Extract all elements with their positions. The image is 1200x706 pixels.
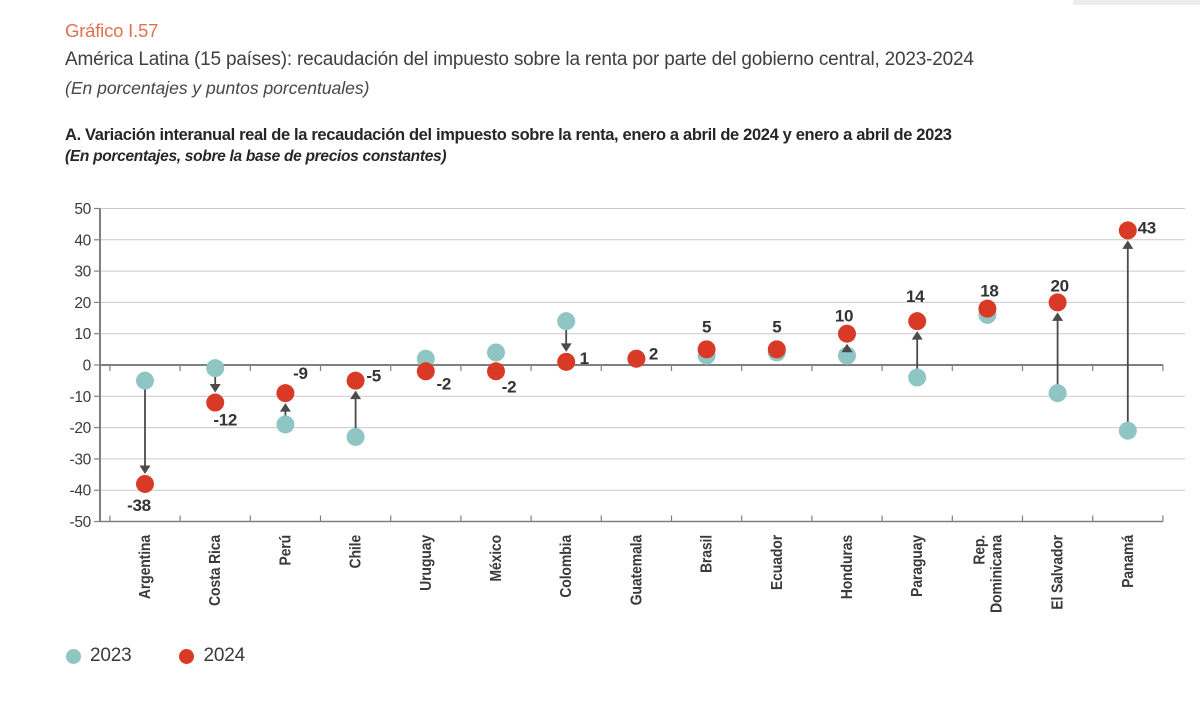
legend-item-2024: 2024 [179, 645, 245, 667]
svg-text:Uruguay: Uruguay [417, 534, 435, 591]
chart-area: -50 -40 -30 -20 -10 0 10 20 30 40 50 -38 -12 -9 -5 -2 -2… [55, 202, 1195, 639]
svg-text:Panamá: Panamá [1119, 534, 1137, 588]
svg-text:-9: -9 [293, 364, 308, 383]
chart-canvas: -50 -40 -30 -20 -10 0 10 20 30 40 50 -38 -12 -9 -5 -2 -2… [69, 202, 1185, 613]
svg-text:-50: -50 [69, 514, 91, 531]
svg-text:10: 10 [74, 326, 91, 343]
svg-text:2: 2 [649, 345, 658, 364]
svg-text:Guatemala: Guatemala [628, 534, 646, 605]
svg-text:0: 0 [83, 358, 92, 375]
svg-text:Rep.Dominicana: Rep.Dominicana [971, 534, 1006, 613]
svg-text:5: 5 [702, 317, 711, 336]
legend-label-2024: 2024 [203, 645, 245, 666]
figure-header: Gráfico I.57 América Latina (15 países):… [65, 20, 1175, 99]
svg-text:20: 20 [74, 295, 91, 312]
svg-text:Honduras: Honduras [838, 535, 856, 599]
figure-title: América Latina (15 países): recaudación … [65, 49, 974, 70]
figure-label: Gráfico I.57 [65, 20, 159, 41]
svg-text:-40: -40 [69, 483, 91, 500]
svg-text:43: 43 [1138, 218, 1156, 237]
svg-text:18: 18 [980, 282, 998, 301]
svg-text:-2: -2 [502, 377, 517, 396]
svg-text:-2: -2 [437, 374, 452, 393]
svg-text:Costa Rica: Costa Rica [206, 534, 224, 606]
svg-text:-20: -20 [69, 420, 91, 437]
svg-text:-12: -12 [213, 411, 237, 430]
chart-legend: 2023 2024 [66, 645, 245, 667]
svg-text:-5: -5 [366, 367, 381, 386]
svg-text:20: 20 [1050, 276, 1068, 295]
svg-text:El Salvador: El Salvador [1049, 535, 1067, 610]
svg-text:1: 1 [580, 349, 589, 368]
page-edge-decoration [1073, 0, 1200, 5]
svg-text:-30: -30 [69, 451, 91, 468]
panel-heading: A. Variación interanual real de la recau… [65, 126, 952, 144]
legend-swatch-2023 [66, 648, 81, 664]
svg-text:50: 50 [74, 202, 91, 218]
svg-text:Ecuador: Ecuador [768, 535, 786, 590]
legend-label-2023: 2023 [90, 645, 132, 666]
svg-text:5: 5 [772, 317, 781, 336]
svg-text:Argentina: Argentina [136, 534, 154, 599]
svg-text:Paraguay: Paraguay [908, 534, 926, 597]
legend-swatch-2024 [179, 648, 195, 664]
svg-text:30: 30 [74, 264, 91, 281]
svg-text:Perú: Perú [277, 535, 295, 566]
svg-text:40: 40 [74, 232, 91, 249]
panel-subheading: (En porcentajes, sobre la base de precio… [65, 148, 447, 165]
panel-header: A. Variación interanual real de la recau… [65, 126, 1145, 166]
figure-subtitle: (En porcentajes y puntos porcentuales) [65, 78, 370, 98]
svg-text:-10: -10 [69, 389, 91, 406]
legend-item-2023: 2023 [66, 645, 132, 667]
svg-text:Brasil: Brasil [698, 535, 716, 573]
svg-text:México: México [487, 535, 505, 582]
svg-text:Chile: Chile [347, 535, 365, 569]
svg-text:Colombia: Colombia [557, 534, 575, 597]
svg-text:-38: -38 [127, 496, 151, 515]
svg-text:10: 10 [835, 307, 853, 326]
svg-text:14: 14 [906, 287, 925, 306]
